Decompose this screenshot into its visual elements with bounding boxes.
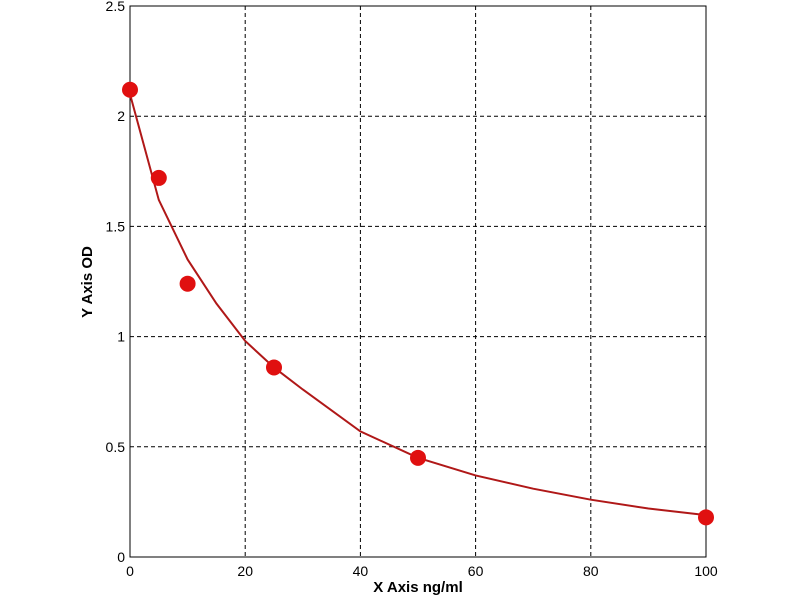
data-point <box>410 449 426 466</box>
y-axis-title: Y Axis OD <box>79 246 96 318</box>
y-tick-label: 2 <box>117 108 125 124</box>
x-tick-label: 40 <box>353 563 369 579</box>
fit-curve <box>129 93 707 517</box>
x-axis-title: X Axis ng/ml <box>373 579 462 596</box>
data-point <box>266 359 282 376</box>
y-tick-label: 0.5 <box>106 439 126 455</box>
y-tick-label: 1 <box>117 329 125 345</box>
y-tick-label: 1.5 <box>106 218 126 234</box>
data-point <box>698 509 714 526</box>
x-tick-label: 80 <box>583 563 599 579</box>
y-tick-label: 2.5 <box>106 0 126 14</box>
y-tick-label: 0 <box>117 549 125 565</box>
plot-area <box>130 6 706 557</box>
data-point <box>150 169 167 186</box>
data-point <box>179 275 196 292</box>
x-tick-label: 0 <box>126 563 134 579</box>
x-tick-label: 20 <box>237 563 253 579</box>
data-point <box>122 81 138 98</box>
x-tick-label: 100 <box>694 563 718 579</box>
x-tick-label: 60 <box>468 563 484 579</box>
plot-frame <box>129 5 707 558</box>
